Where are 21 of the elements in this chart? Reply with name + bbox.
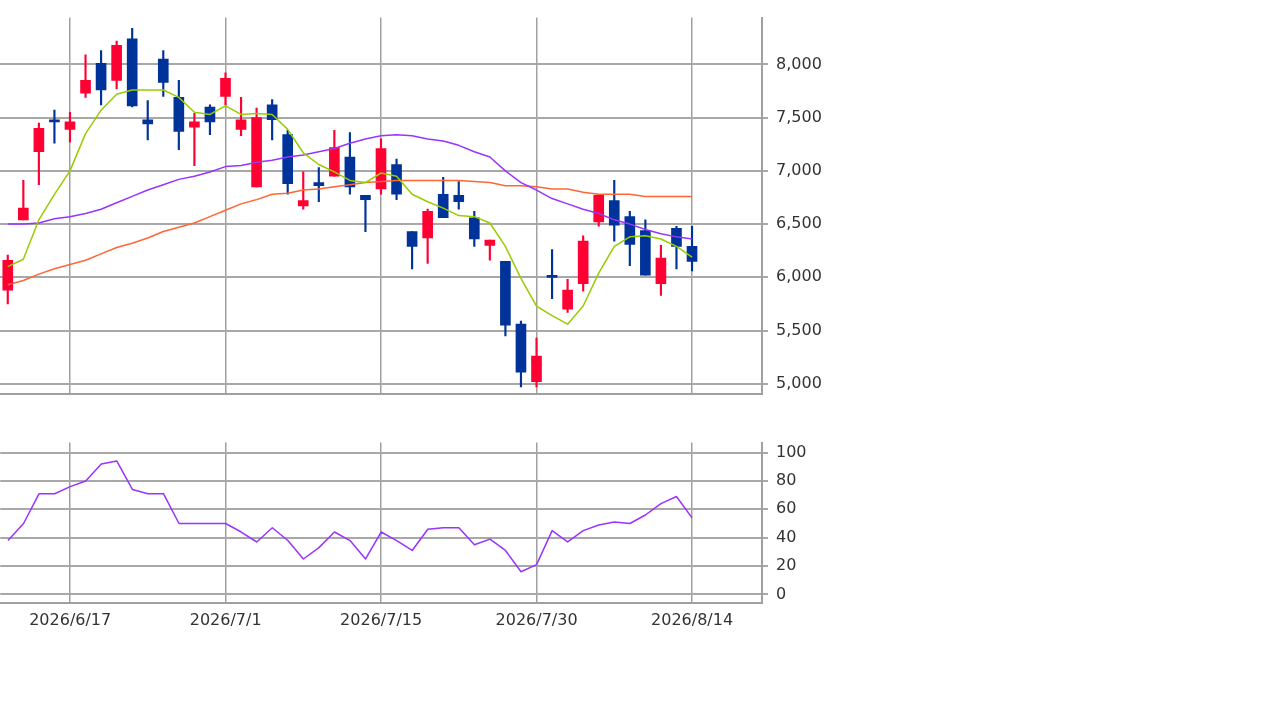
y-tick-label: 40: [776, 526, 797, 546]
y-tick-label: 6,500: [776, 213, 822, 233]
candlestick: [80, 54, 91, 98]
y-tick-label: 0: [776, 583, 787, 603]
y-tick-label: 8,000: [776, 53, 822, 73]
y-tick-label: 60: [776, 498, 797, 518]
x-tick-label: 2026/7/1: [189, 609, 262, 629]
x-tick-label: 2026/8/14: [651, 609, 734, 629]
y-tick-label: 20: [776, 555, 797, 575]
x-tick-label: 2026/7/15: [340, 609, 423, 629]
y-tick-label: 7,500: [776, 106, 822, 126]
candlestick: [49, 109, 60, 144]
y-tick-label: 100: [776, 441, 807, 461]
y-tick-label: 5,500: [776, 319, 822, 339]
y-tick-label: 5,000: [776, 372, 822, 392]
x-tick-label: 2026/7/30: [495, 609, 578, 629]
y-tick-label: 7,000: [776, 160, 822, 180]
x-tick-label: 2026/6/17: [29, 609, 112, 629]
candlestick: [360, 195, 371, 232]
y-tick-label: 6,000: [776, 266, 822, 286]
y-tick-label: 80: [776, 470, 797, 490]
